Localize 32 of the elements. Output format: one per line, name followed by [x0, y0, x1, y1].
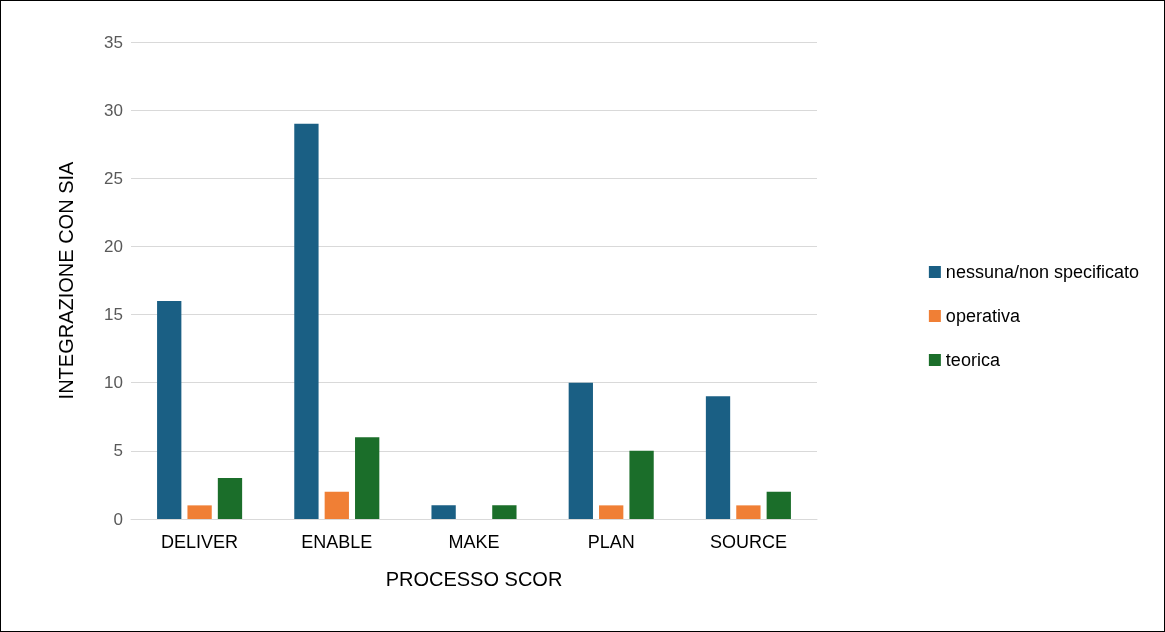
y-tick-label: 15 — [104, 305, 123, 325]
bar — [568, 382, 593, 519]
legend-label: nessuna/non specificato — [945, 262, 1140, 282]
bar — [324, 491, 349, 519]
y-tick-label: 5 — [113, 441, 123, 461]
bar — [736, 505, 761, 519]
x-tick-label: MAKE — [448, 532, 500, 552]
y-tick-label: 25 — [104, 168, 123, 188]
bar — [766, 491, 791, 519]
bar — [599, 505, 624, 519]
x-axis-title: PROCESSO SCOR — [385, 568, 563, 590]
bar — [217, 478, 243, 519]
y-tick-label: 0 — [113, 509, 123, 529]
legend-label: teorica — [945, 350, 1001, 370]
x-tick-label: DELIVER — [161, 532, 239, 552]
bar — [629, 450, 654, 519]
y-tick-label: 35 — [104, 32, 123, 52]
y-axis-title: INTEGRAZIONE CON SIA — [55, 160, 77, 400]
bar — [187, 505, 212, 519]
bar — [294, 123, 319, 519]
bar — [157, 300, 182, 519]
bar — [431, 505, 456, 519]
x-tick-label: PLAN — [587, 532, 635, 552]
legend-label: operativa — [945, 306, 1021, 326]
y-tick-label: 20 — [104, 236, 123, 256]
bar — [355, 437, 380, 519]
x-tick-label: ENABLE — [301, 532, 373, 552]
bar — [705, 396, 731, 519]
y-tick-label: 10 — [104, 373, 123, 393]
y-tick-label: 30 — [104, 100, 123, 120]
bar — [492, 505, 517, 519]
x-tick-label: SOURCE — [709, 532, 787, 552]
